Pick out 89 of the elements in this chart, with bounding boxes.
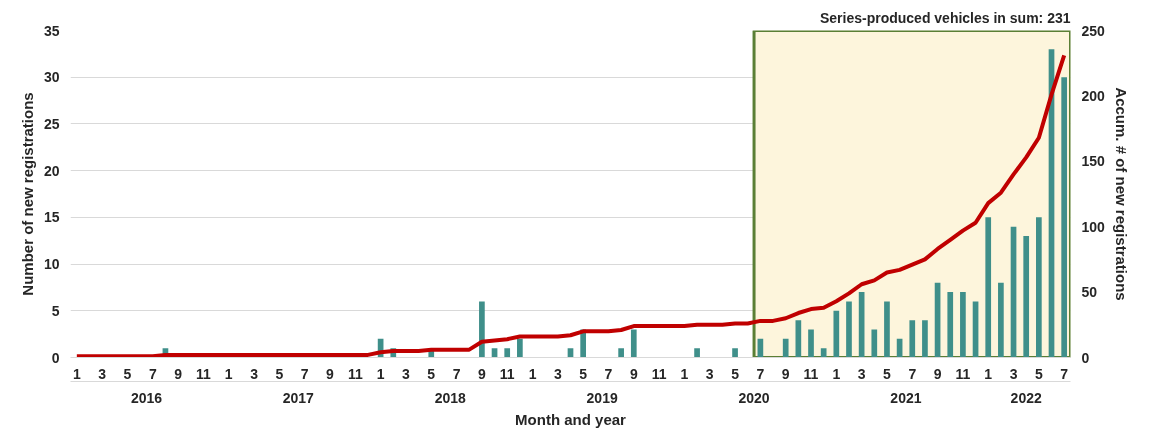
bar: [909, 320, 916, 358]
bar: [1023, 236, 1030, 358]
bar: [732, 348, 738, 358]
x-tick-label: 3: [402, 365, 411, 382]
x-tick-label: 1: [224, 365, 233, 382]
bar: [517, 338, 523, 358]
x-tick-label: 3: [705, 365, 714, 382]
text: 2018: [434, 389, 467, 406]
y-tick-label: 15: [43, 209, 60, 226]
bar: [1061, 77, 1068, 358]
bar: [884, 301, 890, 358]
bar: [947, 292, 954, 358]
text: 2016: [130, 389, 163, 406]
x-tick-label: 5: [427, 365, 436, 382]
bar: [630, 329, 637, 358]
bar: [820, 348, 827, 358]
x-tick-label: 7: [1060, 365, 1069, 382]
y2-tick-label: 50: [1081, 284, 1098, 301]
x-tick-label: 11: [651, 365, 667, 382]
text: 2019: [586, 389, 618, 406]
y2-tick-label: 0: [1081, 349, 1090, 366]
x-tick-label: 7: [908, 365, 917, 382]
x-tick-label: 1: [680, 365, 689, 382]
bar: [922, 320, 928, 358]
line-series: [74, 53, 1067, 358]
y2-tick-label: 150: [1081, 153, 1106, 170]
x-tick-label: 3: [98, 365, 107, 382]
x-tick-label: 11: [955, 365, 971, 382]
bar: [833, 310, 840, 358]
x-tick-label: 3: [857, 365, 866, 382]
x-tick-label: 3: [553, 365, 562, 382]
x-tick-label: 1: [72, 365, 81, 382]
x-tick-label: 7: [300, 365, 309, 382]
y2-axis-title: Accum. # of new registrations: [1112, 87, 1130, 301]
x-tick-label: 9: [174, 365, 183, 382]
x-tick-label: 5: [275, 365, 284, 382]
text: 2021: [890, 389, 922, 406]
x-tick-label: 5: [1034, 365, 1043, 382]
bar: [694, 348, 700, 358]
y-tick-label: 35: [43, 22, 60, 39]
x-tick-label: 5: [579, 365, 588, 382]
x-tick-label: 5: [731, 365, 740, 382]
bar: [1036, 217, 1042, 358]
y-axis-title: Number of new registrations: [18, 92, 36, 296]
bar: [985, 217, 992, 358]
x-tick-label: 3: [250, 365, 259, 382]
y-tick-label: 0: [51, 349, 60, 366]
x-tick-label: 11: [196, 365, 212, 382]
y-tick-label: 10: [43, 256, 60, 273]
y-tick-label: 20: [43, 162, 60, 179]
band-label: Series-produced vehicles in sum: 231: [819, 9, 1071, 26]
bar: [479, 301, 485, 358]
bar: [782, 338, 789, 358]
x-tick-label: 11: [803, 365, 819, 382]
bar: [846, 301, 852, 358]
bar: [960, 292, 966, 358]
x-tick-label: 7: [604, 365, 613, 382]
text: 2020: [738, 389, 770, 406]
x-tick-label: 9: [629, 365, 638, 382]
x-tick-label: 11: [347, 365, 363, 382]
text: 2022: [1010, 389, 1042, 406]
bar: [998, 282, 1004, 358]
y-tick-label: 30: [43, 69, 60, 86]
x-tick-label: 5: [123, 365, 132, 382]
x-tick-label: 9: [478, 365, 486, 382]
x-tick-label: 1: [376, 365, 385, 382]
x-tick-label: 1: [832, 365, 841, 382]
x-tick-label: 7: [452, 365, 461, 382]
y2-tick-label: 100: [1081, 218, 1106, 235]
x-tick-label: 1: [528, 365, 537, 382]
x-tick-label: 3: [1009, 365, 1018, 382]
bar: [808, 329, 814, 358]
bar: [618, 348, 624, 358]
x-tick-label: 11: [499, 365, 515, 382]
y2-tick-label: 250: [1081, 22, 1106, 39]
y2-tick-label: 200: [1081, 87, 1106, 104]
x-tick-label: 1: [984, 365, 993, 382]
x-tick-label: 7: [756, 365, 765, 382]
x-tick-label: 9: [326, 365, 335, 382]
x-tick-label: 7: [148, 365, 157, 382]
bar: [504, 348, 511, 358]
y-tick-label: 25: [43, 115, 60, 132]
text: 2017: [282, 389, 315, 406]
x-tick-label: 9: [781, 365, 790, 382]
y-tick-label: 5: [51, 302, 60, 319]
bar: [871, 329, 878, 358]
x-axis-title: Month and year: [515, 410, 627, 428]
x-tick-label: 5: [883, 365, 892, 382]
x-tick-label: 9: [933, 365, 942, 382]
